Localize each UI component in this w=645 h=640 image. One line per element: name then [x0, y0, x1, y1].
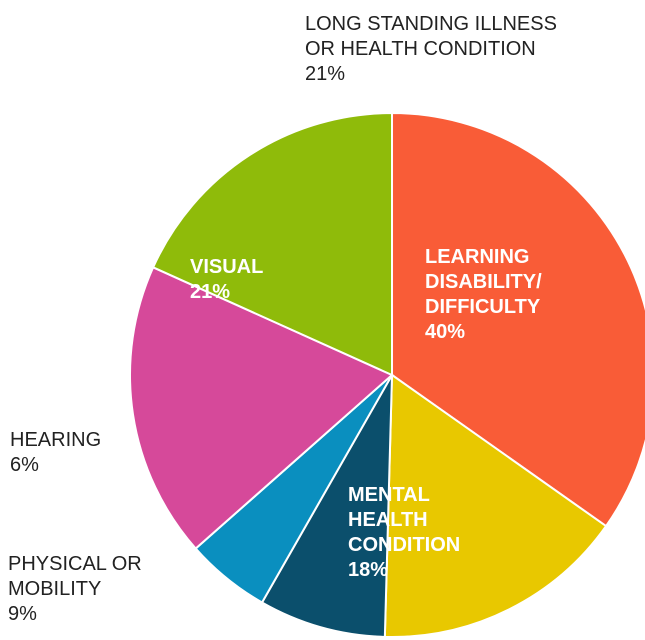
- category-label: MENTAL HEALTH CONDITION: [348, 484, 461, 556]
- value-label: 9%: [8, 603, 37, 625]
- category-label: LONG STANDING ILLNESS OR HEALTH CONDITIO…: [305, 13, 557, 60]
- pie-slice: [391, 111, 645, 528]
- slice-label: VISUAL 21%: [190, 255, 310, 305]
- value-label: 21%: [305, 63, 346, 85]
- value-label: 6%: [10, 454, 39, 476]
- slice-label: HEARING 6%: [10, 428, 160, 478]
- slice-label: MENTAL HEALTH CONDITION 18%: [348, 483, 478, 583]
- value-label: 40%: [425, 321, 466, 343]
- pie-slice: [129, 266, 394, 550]
- value-label: 18%: [348, 559, 389, 581]
- slice-label: LEARNING DISABILITY/ DIFFICULTY 40%: [425, 245, 575, 345]
- pie-slice: [151, 111, 393, 377]
- slice-label: LONG STANDING ILLNESS OR HEALTH CONDITIO…: [305, 12, 567, 87]
- pie-slice: [383, 373, 608, 638]
- slice-label: PHYSICAL OR MOBILITY 9%: [8, 552, 168, 627]
- pie-slice: [260, 374, 393, 638]
- category-label: PHYSICAL OR MOBILITY: [8, 553, 142, 600]
- category-label: VISUAL: [190, 256, 264, 278]
- category-label: LEARNING DISABILITY/ DIFFICULTY: [425, 246, 542, 318]
- category-label: HEARING: [10, 429, 102, 451]
- value-label: 21%: [190, 281, 231, 303]
